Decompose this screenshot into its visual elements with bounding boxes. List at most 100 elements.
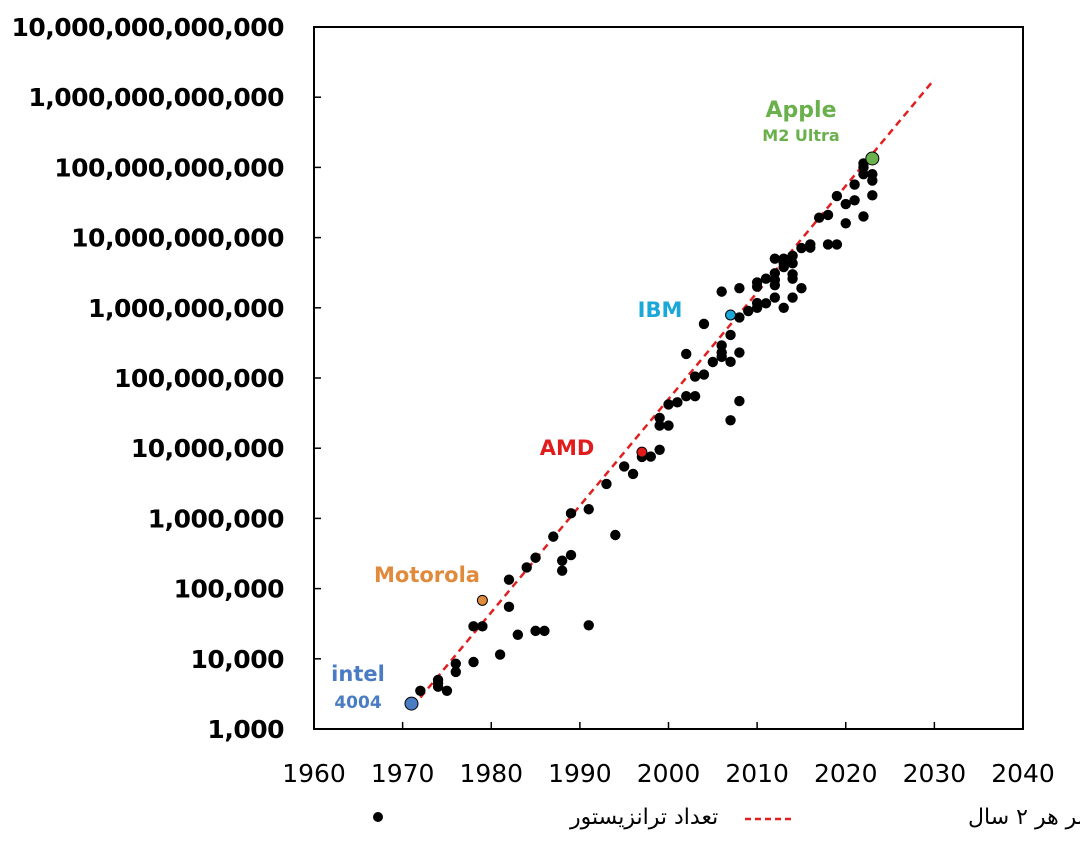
- data-point: [787, 269, 798, 280]
- data-point: [450, 666, 461, 678]
- data-point: [450, 658, 461, 669]
- data-point: [734, 395, 745, 407]
- x-tick-label: 1980: [459, 759, 523, 788]
- data-point: [751, 297, 763, 309]
- data-point: [831, 190, 843, 202]
- highlighted-chips: intel 4004 Motorola AMD IBM Apple M2 Ultra: [331, 98, 880, 713]
- data-point: [734, 347, 745, 358]
- trend-line: [419, 78, 936, 699]
- data-point: [822, 209, 834, 221]
- data-point: [477, 621, 488, 632]
- data-point: [734, 283, 745, 294]
- data-point: [716, 286, 727, 297]
- data-point: [415, 685, 426, 697]
- y-tick-label: 10,000,000,000: [71, 224, 284, 253]
- data-point: [494, 649, 506, 660]
- x-tick-label: 2030: [903, 759, 967, 788]
- data-point: [530, 552, 541, 563]
- x-tick-label: 1960: [282, 759, 346, 788]
- y-tick-label: 1,000: [207, 715, 284, 744]
- ibm-label: IBM: [638, 298, 683, 322]
- data-point: [734, 312, 745, 323]
- data-point: [689, 371, 701, 382]
- data-point: [698, 369, 710, 380]
- legend-points-label: تعداد ترانزیستور: [569, 805, 718, 830]
- data-point: [725, 356, 736, 368]
- data-point: [849, 179, 860, 190]
- data-point: [858, 211, 869, 222]
- data-point: [681, 348, 692, 360]
- motorola-point: [476, 594, 488, 606]
- y-tick-label: 1,000,000,000: [88, 294, 284, 323]
- data-point: [769, 253, 781, 264]
- data-point: [849, 195, 860, 206]
- apple-label: Apple: [766, 98, 837, 123]
- data-point: [725, 329, 736, 341]
- y-axis-ticks: 1,000 10,000 100,000 1,000,000 10,000,000 100…: [11, 13, 321, 744]
- data-point: [654, 420, 665, 431]
- data-point: [725, 415, 736, 426]
- data-point: [707, 356, 719, 368]
- y-tick-label: 10,000: [191, 645, 285, 674]
- y-tick-label: 100,000,000,000: [54, 153, 284, 182]
- legend-trend-label: ۲ برابر هر ۲ سال: [968, 805, 1080, 830]
- data-point: [663, 399, 674, 410]
- x-tick-label: 2000: [637, 759, 701, 788]
- data-point: [787, 250, 798, 262]
- data-point: [565, 549, 577, 561]
- data-point: [831, 239, 843, 250]
- data-point: [663, 420, 674, 431]
- y-tick-label: 10,000,000: [131, 434, 284, 463]
- data-point: [556, 555, 568, 566]
- data-point: [769, 268, 781, 279]
- trend-line-layer: [419, 78, 936, 699]
- motorola-label: Motorola: [374, 563, 480, 587]
- amd-label: AMD: [540, 436, 595, 460]
- data-point: [610, 529, 621, 541]
- data-point: [813, 212, 825, 223]
- data-point: [681, 391, 692, 402]
- data-point: [583, 504, 594, 515]
- data-point: [556, 565, 568, 576]
- apple-point: [865, 151, 880, 166]
- data-point: [503, 574, 515, 585]
- data-point: [760, 273, 772, 284]
- y-tick-label: 1,000,000,000,000: [28, 83, 284, 112]
- data-points: [415, 158, 878, 697]
- data-point: [787, 292, 798, 303]
- data-point: [583, 620, 594, 631]
- data-point: [769, 279, 781, 291]
- data-point: [840, 218, 851, 229]
- data-point: [716, 340, 727, 351]
- data-point: [468, 621, 479, 632]
- y-tick-label: 100,000,000: [114, 364, 284, 393]
- x-axis-ticks: 1960 1970 1980 1990 2000 2010 2020 2030 2040: [282, 722, 1055, 788]
- plot-frame: [313, 26, 1024, 730]
- data-point: [468, 656, 479, 668]
- data-point: [743, 305, 754, 317]
- data-point: [796, 283, 807, 294]
- amd-point: [636, 446, 648, 458]
- y-tick-label: 100,000: [174, 575, 284, 604]
- data-point: [627, 468, 639, 480]
- x-tick-label: 2020: [814, 759, 878, 788]
- data-point: [867, 190, 878, 201]
- y-tick-label: 1,000,000: [148, 504, 284, 533]
- data-point: [867, 169, 878, 180]
- data-point: [548, 531, 559, 542]
- data-point: [751, 277, 763, 288]
- data-point: [432, 681, 444, 692]
- x-tick-label: 2040: [991, 759, 1055, 788]
- data-point: [698, 318, 710, 330]
- x-tick-label: 1990: [548, 759, 612, 788]
- data-point: [539, 625, 550, 637]
- legend-points-marker: [373, 812, 383, 822]
- data-point: [805, 239, 816, 250]
- data-point: [796, 242, 807, 254]
- data-point: [822, 239, 834, 250]
- data-point: [689, 391, 701, 402]
- legend: تعداد ترانزیستور ۲ برابر هر ۲ سال: [373, 805, 1080, 830]
- y-tick-label: 10,000,000,000,000: [11, 13, 284, 42]
- x-tick-label: 1970: [371, 759, 435, 788]
- intel-label: intel: [331, 662, 385, 686]
